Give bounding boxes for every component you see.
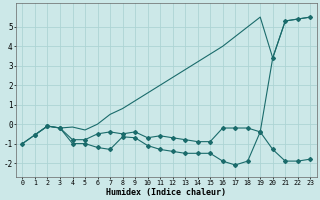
X-axis label: Humidex (Indice chaleur): Humidex (Indice chaleur) (106, 188, 226, 197)
